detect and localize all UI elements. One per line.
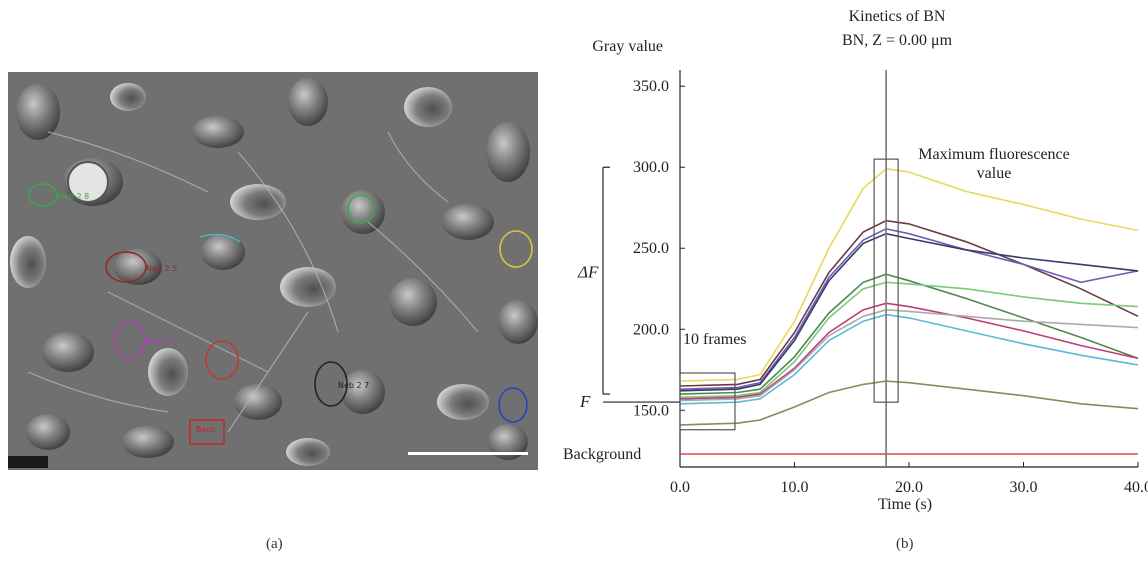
y-tick-label: 200.0 bbox=[633, 321, 669, 338]
series-line bbox=[679, 380, 1139, 426]
roi-green-2 bbox=[347, 194, 375, 224]
panel-label-a: (a) bbox=[266, 536, 283, 552]
max-fluorescence-label-2: value bbox=[977, 165, 1012, 182]
roi-label: Neb 2 8 bbox=[58, 192, 89, 201]
background-label: Background bbox=[563, 446, 641, 463]
x-tick-label: 20.0 bbox=[895, 479, 923, 496]
roi-label: Neb 2 7 bbox=[338, 381, 369, 390]
delta-f-label: ΔF bbox=[577, 263, 599, 282]
chart-title: Kinetics of BN bbox=[849, 8, 946, 25]
roi-green bbox=[28, 183, 58, 207]
roi-yellow bbox=[499, 230, 533, 268]
series-line bbox=[679, 219, 1139, 387]
y-tick-label: 250.0 bbox=[633, 240, 669, 257]
frames-label: 10 frames bbox=[683, 331, 747, 348]
roi-label: Neb 2 5 bbox=[146, 264, 177, 273]
bright-cell bbox=[67, 161, 109, 203]
roi-label: Back bbox=[196, 425, 216, 434]
x-tick-label: 30.0 bbox=[1010, 479, 1038, 496]
series-line bbox=[679, 273, 1139, 395]
kinetics-chart: Kinetics of BN BN, Z = 0.00 μm Gray valu… bbox=[563, 8, 1148, 513]
x-tick-label: 40.0 bbox=[1124, 479, 1148, 496]
roi-black bbox=[314, 361, 348, 407]
max-fluorescence-label: Maximum fluorescence bbox=[918, 146, 1070, 163]
y-axis-label: Gray value bbox=[592, 38, 663, 55]
roi-blue bbox=[498, 387, 528, 423]
roi-label: Neb 2 4 bbox=[146, 337, 177, 346]
roi-red bbox=[205, 340, 239, 380]
scale-logo bbox=[8, 456, 48, 468]
chart-subtitle: BN, Z = 0.00 μm bbox=[842, 32, 953, 49]
series-line bbox=[679, 227, 1139, 390]
y-tick-label: 300.0 bbox=[633, 159, 669, 176]
annotation-layer: Maximum fluorescence value 10 frames ΔF F Bac… bbox=[563, 70, 1070, 467]
y-tick-label: 150.0 bbox=[633, 402, 669, 419]
x-tick-label: 0.0 bbox=[670, 479, 690, 496]
roi-background bbox=[189, 419, 225, 445]
x-axis-label: Time (s) bbox=[878, 496, 932, 513]
x-tick-label: 10.0 bbox=[781, 479, 809, 496]
f-label: F bbox=[579, 392, 591, 411]
y-tick-label: 350.0 bbox=[633, 78, 669, 95]
frames-box bbox=[679, 372, 736, 431]
series-line bbox=[679, 232, 1139, 392]
series-layer bbox=[679, 167, 1139, 455]
micrograph-image: Neb 2 8 Neb 2 5 Neb 2 4 Neb 2 7 Back bbox=[8, 72, 538, 470]
scale-bar bbox=[408, 452, 528, 455]
roi-dark-red bbox=[105, 251, 147, 283]
roi-cyan bbox=[199, 233, 241, 243]
max-value-box bbox=[873, 158, 899, 403]
cell-micrograph: Neb 2 8 Neb 2 5 Neb 2 4 Neb 2 7 Back bbox=[8, 72, 538, 470]
roi-magenta bbox=[114, 320, 146, 360]
series-line bbox=[679, 281, 1139, 399]
panel-label-b: (b) bbox=[896, 536, 914, 552]
series-line bbox=[679, 167, 1139, 382]
axes: 0.0 10.0 20.0 30.0 40.0 150.0 200.0 250.0 300.0 3… bbox=[633, 70, 1148, 496]
